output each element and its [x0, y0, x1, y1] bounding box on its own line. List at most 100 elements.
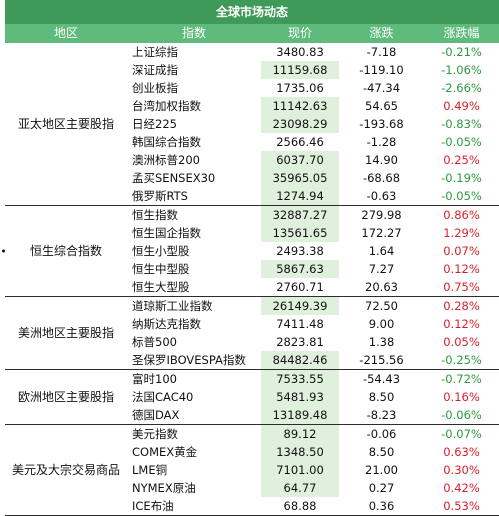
table-row: 恒生指数 32887.27 279.98 0.86%	[5, 206, 499, 224]
region-group: 恒生综合指数 恒生指数 32887.27 279.98 0.86% 恒生国企指数 13561…	[2, 206, 499, 297]
pct-value: -0.72%	[441, 372, 482, 386]
index-name: 上证综指	[132, 45, 178, 59]
table-row: 澳洲标普200 6037.70 14.90 0.25%	[5, 151, 499, 169]
table-body: 亚太地区 主要股指 上证综指 3480.83 -7.18 -0.21% 深证成指 11159.…	[2, 43, 499, 516]
price-value: 89.12	[261, 425, 339, 443]
pct-value: -0.25%	[441, 353, 482, 367]
region-group: 亚太地区 主要股指 上证综指 3480.83 -7.18 -0.21% 深证成指 11159.…	[5, 43, 499, 206]
index-name: 恒生中型股	[132, 262, 190, 276]
price-value: 6037.70	[261, 151, 339, 169]
pct-value: 0.12%	[443, 262, 480, 276]
index-name: 澳洲标普200	[132, 153, 200, 167]
index-name: 富时100	[132, 372, 177, 386]
price-value: 35965.05	[261, 169, 339, 187]
index-name: 圣保罗IBOVESPA指数	[132, 353, 246, 367]
change-value: 72.50	[365, 299, 398, 313]
region-label-line: 美洲地区	[17, 325, 66, 340]
index-name: 日经225	[132, 117, 177, 131]
table-row: NYMEX原油 64.77 0.27 0.42%	[5, 479, 499, 497]
pct-value: -0.07%	[441, 427, 482, 441]
price-value: 5481.93	[261, 388, 339, 406]
region-label: 美元及大宗 交易商品	[5, 425, 127, 515]
price-value: 26149.39	[261, 297, 339, 315]
pct-value: 0.05%	[443, 335, 480, 349]
change-value: 8.50	[368, 390, 395, 404]
index-name: 法国CAC40	[132, 390, 194, 404]
region-group: 欧洲地区 主要股指 富时100 7533.55 -54.43 -0.72% 法国CAC40 5…	[5, 370, 499, 425]
index-name: 俄罗斯RTS	[132, 189, 188, 203]
table-row: 美元指数 89.12 -0.06 -0.07%	[5, 425, 499, 443]
table-row: COMEX黄金 1348.50 8.50 0.63%	[5, 443, 499, 461]
header-region: 地区	[53, 26, 78, 40]
index-name: NYMEX原油	[132, 481, 196, 495]
price-value: 3480.83	[276, 45, 324, 59]
pct-value: 0.16%	[443, 390, 480, 404]
change-value: 0.36	[368, 499, 395, 513]
change-value: 14.90	[365, 153, 398, 167]
pct-value: 0.53%	[443, 499, 480, 513]
table-row: 韩国综合指数 2566.46 -1.28 -0.05%	[5, 133, 499, 151]
region-label-line: 欧洲地区	[17, 389, 66, 404]
change-value: 172.27	[361, 226, 402, 240]
price-value: 1735.06	[276, 81, 324, 95]
region-label-line: 亚太地区	[17, 116, 66, 131]
change-value: -193.68	[359, 117, 404, 131]
pct-value: 0.25%	[443, 153, 480, 167]
index-name: 深证成指	[132, 63, 178, 77]
change-value: -7.18	[366, 45, 397, 59]
table-title: 全球市场动态	[5, 0, 499, 24]
region-group: 美洲地区 主要股指 道琼斯工业指数 26149.39 72.50 0.28% 纳斯达克指数 7…	[5, 297, 499, 370]
table-row: 纳斯达克指数 7411.48 9.00 0.12%	[5, 315, 499, 333]
table-header: 地区 指数 现价 涨跌 涨跌幅	[5, 24, 499, 43]
pct-value: 0.07%	[443, 244, 480, 258]
change-value: 20.63	[365, 280, 398, 294]
index-name: 创业板指	[132, 81, 178, 95]
change-value: 279.98	[361, 208, 402, 222]
region-label: 欧洲地区 主要股指	[5, 370, 127, 424]
table-row: 恒生国企指数 13561.65 172.27 1.29%	[5, 224, 499, 242]
table-row: ICE布油 68.88 0.36 0.53%	[5, 497, 499, 515]
table-row: 标普500 2823.81 1.38 0.05%	[5, 333, 499, 351]
pct-value: 0.28%	[443, 299, 480, 313]
change-value: 1.38	[368, 335, 395, 349]
table-row: 恒生小型股 2493.38 1.64 0.07%	[5, 242, 499, 260]
header-change: 涨跌	[369, 26, 394, 40]
index-name: LME铜	[132, 463, 168, 477]
table-row: 台湾加权指数 11142.63 54.65 0.49%	[5, 97, 499, 115]
header-price: 现价	[287, 26, 312, 40]
table-row: 恒生大型股 2760.71 20.63 0.75%	[5, 278, 499, 296]
price-value: 13561.65	[261, 224, 339, 242]
pct-value: 1.29%	[443, 226, 480, 240]
change-value: -47.34	[362, 81, 401, 95]
table-row: 德国DAX 13189.48 -8.23 -0.06%	[5, 406, 499, 424]
price-value: 5867.63	[261, 260, 339, 278]
pct-value: -0.83%	[441, 117, 482, 131]
pct-value: -2.66%	[441, 81, 482, 95]
pct-value: -0.05%	[441, 189, 482, 203]
change-value: -1.28	[366, 135, 397, 149]
table-row: 俄罗斯RTS 1274.94 -0.63 -0.05%	[5, 187, 499, 205]
pct-value: -1.06%	[441, 63, 482, 77]
index-name: 美元指数	[132, 427, 178, 441]
index-name: 恒生大型股	[132, 280, 190, 294]
region-label-line: 主要股指	[66, 389, 115, 404]
change-value: 54.65	[365, 99, 398, 113]
change-value: 7.27	[368, 262, 395, 276]
table-row: 富时100 7533.55 -54.43 -0.72%	[5, 370, 499, 388]
region-label-line: 主要股指	[66, 116, 115, 131]
index-name: 恒生国企指数	[132, 226, 201, 240]
table-row: 孟买SENSEX30 35965.05 -68.68 -0.19%	[5, 169, 499, 187]
price-value: 1348.50	[261, 443, 339, 461]
index-name: 孟买SENSEX30	[132, 171, 216, 185]
price-value: 13189.48	[261, 406, 339, 424]
pct-value: -0.19%	[441, 171, 482, 185]
pct-value: 0.42%	[443, 481, 480, 495]
bullet-dot	[2, 249, 5, 253]
index-name: 韩国综合指数	[132, 135, 201, 149]
table-row: 创业板指 1735.06 -47.34 -2.66%	[5, 79, 499, 97]
index-name: ICE布油	[132, 499, 174, 513]
price-value: 32887.27	[261, 206, 339, 224]
table-row: 恒生中型股 5867.63 7.27 0.12%	[5, 260, 499, 278]
change-value: 1.64	[368, 244, 395, 258]
change-value: -0.06	[366, 427, 397, 441]
